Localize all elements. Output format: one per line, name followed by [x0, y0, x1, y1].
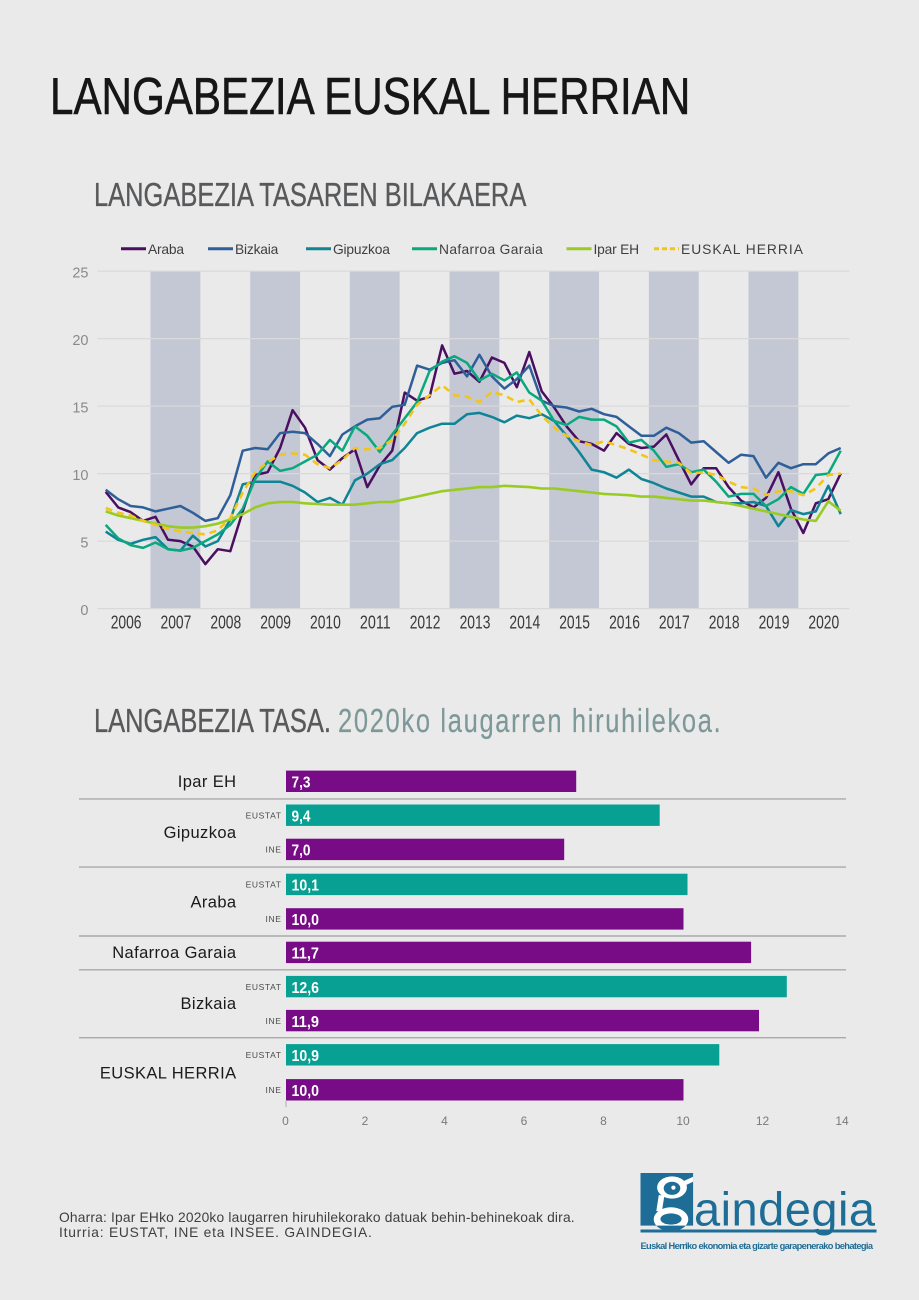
svg-text:20: 20	[72, 333, 88, 349]
svg-text:EUSTAT: EUSTAT	[246, 1050, 282, 1060]
svg-text:5: 5	[80, 536, 88, 552]
svg-text:14: 14	[835, 1114, 849, 1128]
svg-text:15: 15	[72, 401, 88, 417]
svg-text:2020: 2020	[808, 613, 839, 633]
svg-text:0: 0	[282, 1114, 289, 1128]
svg-text:Nafarroa Garaia: Nafarroa Garaia	[439, 242, 543, 257]
svg-text:2007: 2007	[161, 613, 192, 633]
svg-text:10,0: 10,0	[292, 912, 320, 929]
svg-text:EUSTAT: EUSTAT	[246, 982, 282, 992]
svg-text:7,3: 7,3	[292, 775, 311, 792]
svg-text:Euskal Herriko ekonomia eta gi: Euskal Herriko ekonomia eta gizarte gara…	[641, 1241, 874, 1251]
svg-text:25: 25	[72, 266, 88, 282]
svg-text:Gipuzkoa: Gipuzkoa	[164, 824, 237, 842]
svg-text:4: 4	[441, 1114, 448, 1128]
svg-text:INE: INE	[266, 1085, 282, 1095]
svg-text:Araba: Araba	[190, 893, 236, 911]
svg-text:2006: 2006	[111, 613, 142, 633]
svg-text:10,1: 10,1	[292, 878, 320, 895]
svg-text:12: 12	[756, 1114, 770, 1128]
svg-text:9,4: 9,4	[292, 809, 311, 826]
svg-text:INE: INE	[266, 1016, 282, 1026]
svg-text:7,0: 7,0	[292, 843, 311, 860]
svg-text:2018: 2018	[709, 613, 740, 633]
svg-text:2014: 2014	[509, 613, 540, 633]
svg-text:EUSKAL HERRIA: EUSKAL HERRIA	[681, 242, 804, 257]
svg-text:Gipuzkoa: Gipuzkoa	[333, 242, 390, 257]
svg-text:2017: 2017	[659, 613, 690, 633]
svg-text:0: 0	[80, 603, 88, 619]
svg-text:2013: 2013	[460, 613, 491, 633]
svg-text:Ipar EH: Ipar EH	[178, 773, 237, 791]
svg-text:Bizkaia: Bizkaia	[181, 995, 237, 1013]
svg-text:2009: 2009	[260, 613, 291, 633]
svg-text:Bizkaia: Bizkaia	[235, 242, 279, 257]
svg-text:2011: 2011	[360, 613, 391, 633]
svg-text:10: 10	[72, 468, 88, 484]
svg-text:10,0: 10,0	[292, 1083, 320, 1100]
svg-text:EUSTAT: EUSTAT	[246, 811, 282, 821]
svg-text:INE: INE	[266, 845, 282, 855]
svg-text:2008: 2008	[210, 613, 241, 633]
svg-text:2: 2	[362, 1114, 369, 1128]
svg-text:2019: 2019	[759, 613, 790, 633]
svg-text:11,7: 11,7	[292, 946, 320, 963]
svg-text:Nafarroa Garaia: Nafarroa Garaia	[112, 944, 237, 962]
svg-text:2012: 2012	[410, 613, 441, 633]
svg-text:2015: 2015	[559, 613, 590, 633]
svg-text:11,9: 11,9	[292, 1014, 320, 1031]
svg-text:EUSKAL HERRIA: EUSKAL HERRIA	[100, 1064, 237, 1082]
svg-text:Ipar EH: Ipar EH	[594, 242, 639, 257]
svg-text:Araba: Araba	[148, 242, 184, 257]
svg-text:10: 10	[676, 1114, 690, 1128]
svg-text:10,9: 10,9	[292, 1048, 320, 1065]
svg-text:6: 6	[521, 1114, 528, 1128]
svg-text:aindegia: aindegia	[694, 1183, 876, 1236]
svg-text:12,6: 12,6	[292, 980, 320, 997]
svg-text:EUSTAT: EUSTAT	[246, 880, 282, 890]
svg-text:8: 8	[600, 1114, 607, 1128]
svg-text:2010: 2010	[310, 613, 341, 633]
svg-text:INE: INE	[266, 914, 282, 924]
svg-text:2016: 2016	[609, 613, 640, 633]
